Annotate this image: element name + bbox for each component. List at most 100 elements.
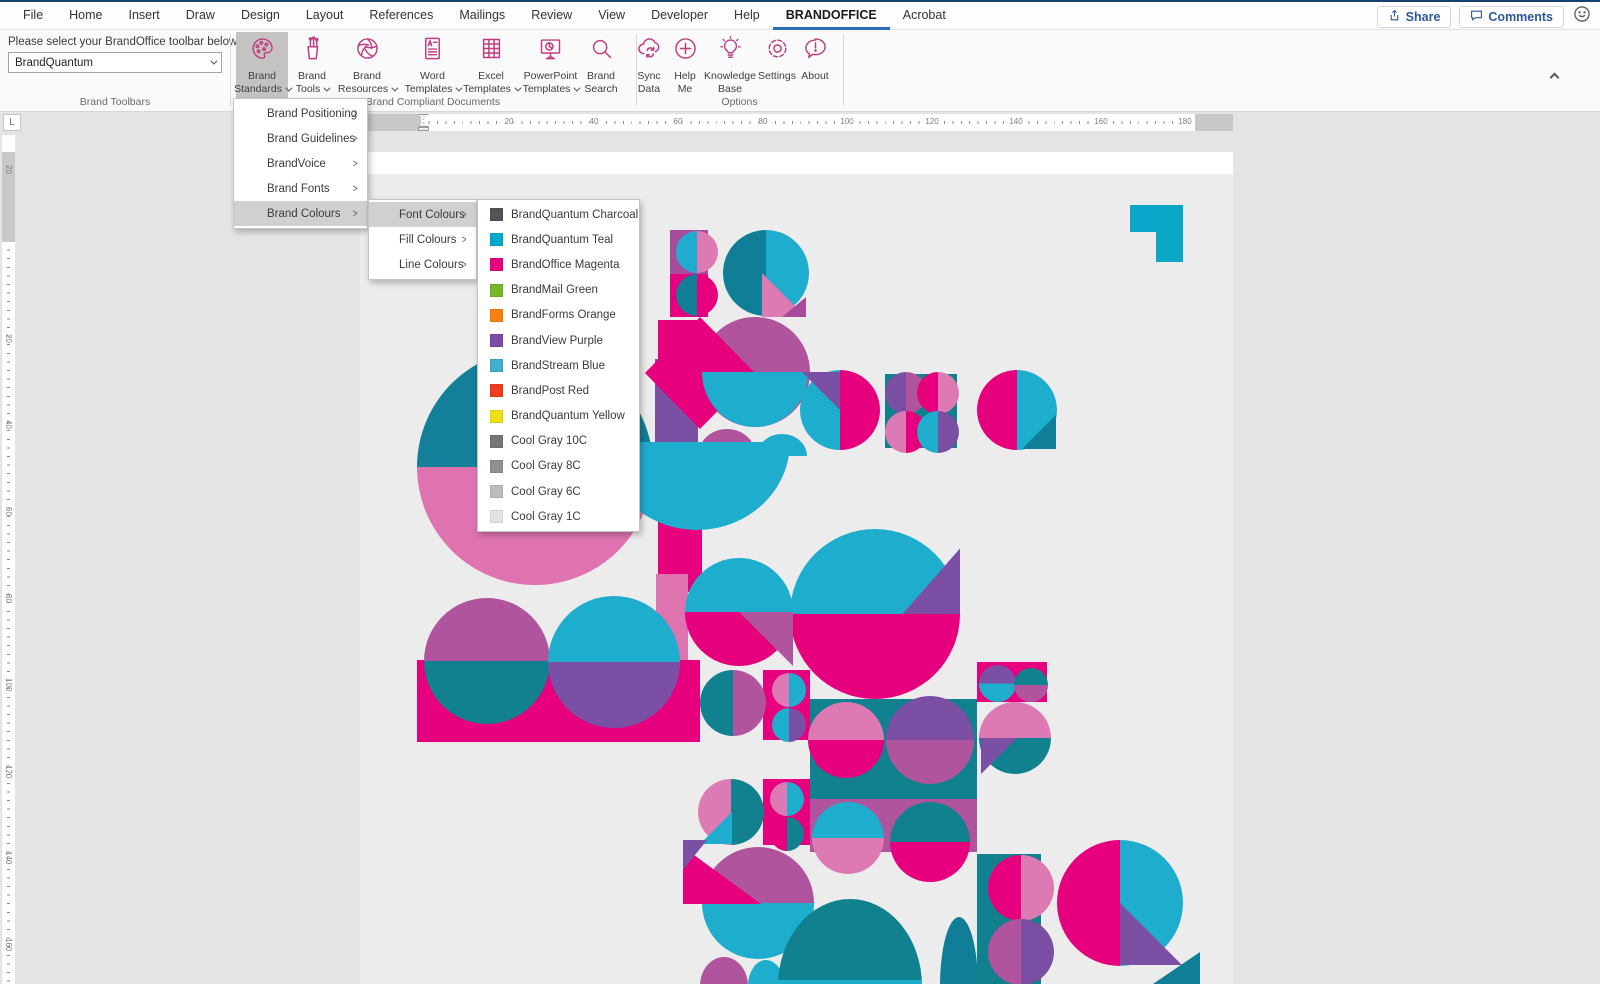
tab-stop-selector[interactable]: L xyxy=(3,114,21,131)
left-indent-marker[interactable] xyxy=(418,127,429,131)
chevron-down-icon xyxy=(323,84,331,92)
colour-item-brandquantum-yellow[interactable]: BrandQuantum Yellow xyxy=(478,404,639,429)
artwork-shape xyxy=(979,665,1016,702)
colour-item-cool-gray-8c[interactable]: Cool Gray 8C xyxy=(478,454,639,479)
group-label-brand-compliant-documents: Brand Compliant Documents xyxy=(365,96,501,108)
collapse-ribbon-button[interactable] xyxy=(1549,72,1560,83)
artwork-shape xyxy=(886,696,974,784)
vertical-ruler[interactable]: 20 20 40 60 80 100 120 140 160 xyxy=(2,135,15,984)
submenu-arrow-icon: > xyxy=(352,157,358,170)
toolbar-select[interactable]: BrandQuantum xyxy=(8,52,222,73)
group-separator xyxy=(230,34,231,106)
word-templates-button[interactable]: Word Templates xyxy=(404,32,463,100)
comments-button[interactable]: Comments xyxy=(1459,5,1564,28)
colour-swatch-icon xyxy=(490,359,503,373)
colour-item-brandview-purple[interactable]: BrandView Purple xyxy=(478,328,639,353)
about-button[interactable]: About xyxy=(797,32,833,100)
brand-resources-button[interactable]: Brand Resources xyxy=(336,32,399,100)
menu-item-label: BrandVoice xyxy=(267,157,326,170)
artwork-shape xyxy=(772,673,806,707)
colour-item-brandmail-green[interactable]: BrandMail Green xyxy=(478,278,639,303)
tab-help[interactable]: Help xyxy=(734,8,760,22)
tab-layout[interactable]: Layout xyxy=(305,8,344,22)
colour-item-label: BrandQuantum Teal xyxy=(511,233,614,246)
ruler-margin-area xyxy=(2,152,15,242)
submenu-arrow-icon: > xyxy=(352,132,358,145)
brand-tools-button[interactable]: Brand Tools xyxy=(290,32,334,100)
comments-label: Comments xyxy=(1488,9,1553,24)
menu-bar: File Home Insert Draw Design Layout References… xyxy=(0,2,1600,30)
vruler-number: 80 xyxy=(4,594,13,603)
colour-swatch-icon xyxy=(490,208,503,222)
colour-item-label: BrandMail Green xyxy=(511,284,598,297)
colour-item-label: BrandStream Blue xyxy=(511,359,605,372)
colour-item-cool-gray-1c[interactable]: Cool Gray 1C xyxy=(478,504,639,529)
tab-review[interactable]: Review xyxy=(531,8,573,22)
colour-item-label: BrandView Purple xyxy=(511,334,603,347)
colour-item-brandoffice-magenta[interactable]: BrandOffice Magenta xyxy=(478,252,639,277)
knowledge-base-button[interactable]: Knowledge Base xyxy=(702,32,758,100)
submenu-arrow-icon: > xyxy=(461,258,467,271)
artwork-shape xyxy=(800,370,880,450)
artwork-shape xyxy=(548,596,680,728)
share-button[interactable]: Share xyxy=(1376,5,1452,28)
colour-swatch-icon xyxy=(490,283,503,297)
tab-design[interactable]: Design xyxy=(240,8,280,22)
powerpoint-templates-button[interactable]: PowerPoint Templates xyxy=(521,32,581,100)
artwork-shape xyxy=(1156,205,1183,262)
colour-swatch-icon xyxy=(490,258,503,272)
help-me-button[interactable]: Help Me xyxy=(669,32,701,100)
brand-standards-button[interactable]: Brand Standards xyxy=(234,32,293,100)
menu-item-brand-fonts[interactable]: Brand Fonts > xyxy=(234,176,367,201)
tab-insert[interactable]: Insert xyxy=(128,8,160,22)
tab-acrobat[interactable]: Acrobat xyxy=(902,8,946,22)
menu-item-brandvoice[interactable]: BrandVoice > xyxy=(234,151,367,176)
colour-item-brandquantum-charcoal[interactable]: BrandQuantum Charcoal xyxy=(478,202,639,227)
brand-tools-label: Brand Tools xyxy=(296,70,331,95)
tab-file[interactable]: File xyxy=(23,8,44,22)
group-separator xyxy=(636,34,637,106)
colour-item-cool-gray-10c[interactable]: Cool Gray 10C xyxy=(478,429,639,454)
colour-item-brandforms-orange[interactable]: BrandForms Orange xyxy=(478,303,639,328)
about-label: About xyxy=(801,70,829,82)
vruler-number: 40 xyxy=(4,420,13,429)
artwork-shape xyxy=(917,372,959,414)
chevron-down-icon xyxy=(573,84,581,92)
tab-developer[interactable]: Developer xyxy=(651,8,709,22)
tab-brandoffice[interactable]: BRANDOFFICE xyxy=(772,2,890,30)
menu-item-line-colours[interactable]: Line Colours > xyxy=(369,252,476,277)
colour-item-brandquantum-teal[interactable]: BrandQuantum Teal xyxy=(478,227,639,252)
menu-item-brand-colours[interactable]: Brand Colours > xyxy=(234,201,367,226)
tab-view[interactable]: View xyxy=(598,8,626,22)
chevron-up-icon xyxy=(1549,72,1560,83)
artwork-shape xyxy=(778,980,922,984)
menu-item-brand-positioning[interactable]: Brand Positioning > xyxy=(234,101,367,126)
ruler-ticks xyxy=(7,242,10,984)
artwork-shape xyxy=(772,708,806,742)
feedback-smiley-icon[interactable] xyxy=(1572,4,1592,29)
brand-standards-menu: Brand Positioning > Brand Guidelines > Brand… xyxy=(233,98,368,229)
magnifier-icon xyxy=(588,35,615,67)
horizontal-ruler[interactable]: 20 40 60 80 100 120 140 160 180 xyxy=(360,114,1233,131)
tab-references[interactable]: References xyxy=(369,8,434,22)
colour-item-cool-gray-6c[interactable]: Cool Gray 6C xyxy=(478,479,639,504)
toolbar-select-value: BrandQuantum xyxy=(15,56,93,69)
knowledge-base-label: Knowledge Base xyxy=(704,70,756,95)
submenu-arrow-icon: > xyxy=(461,233,467,246)
artwork-shape xyxy=(770,817,804,851)
settings-button[interactable]: Settings xyxy=(758,32,796,100)
colour-swatch-icon xyxy=(490,459,503,473)
brand-search-button[interactable]: Brand Search xyxy=(581,32,621,100)
excel-templates-button[interactable]: Excel Templates xyxy=(462,32,522,100)
artwork-shape xyxy=(676,231,718,273)
tab-mailings[interactable]: Mailings xyxy=(459,8,506,22)
menu-item-fill-colours[interactable]: Fill Colours > xyxy=(369,227,476,252)
menu-item-brand-guidelines[interactable]: Brand Guidelines > xyxy=(234,126,367,151)
artwork-shape xyxy=(940,917,978,984)
tab-draw[interactable]: Draw xyxy=(185,8,215,22)
colour-item-brandpost-red[interactable]: BrandPost Red xyxy=(478,378,639,403)
menu-item-font-colours[interactable]: Font Colours > xyxy=(369,202,476,227)
colour-item-brandstream-blue[interactable]: BrandStream Blue xyxy=(478,353,639,378)
tab-home[interactable]: Home xyxy=(69,8,103,22)
sync-data-button[interactable]: Sync Data xyxy=(630,32,668,100)
